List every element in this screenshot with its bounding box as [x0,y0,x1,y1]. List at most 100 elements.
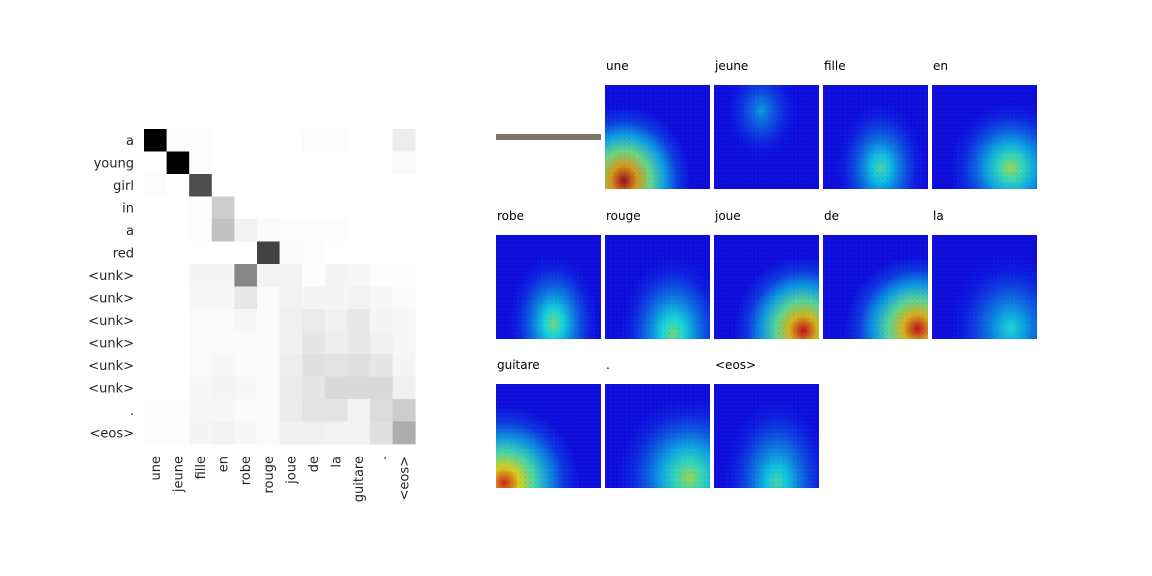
matrix-cell [302,399,326,422]
noise-texture [932,235,1037,339]
matrix-cell [392,376,416,400]
matrix-cell [144,174,167,197]
matrix-cell [302,241,326,265]
matrix-cell [234,399,258,422]
noise-texture [823,85,928,189]
matrix-cell [324,331,348,355]
attention-map [605,235,710,339]
matrix-cell [189,196,213,220]
heat-layer [496,384,601,488]
matrix-cell [166,174,190,197]
attention-map-label: <eos> [715,358,757,372]
y-tick-label: young [94,156,134,171]
matrix-cell [279,129,303,152]
matrix-cell [166,241,190,265]
y-tick-label: <eos> [89,426,134,441]
x-tick-label: robe [239,456,254,485]
matrix-cell [347,309,371,332]
heat-layer [714,235,819,339]
heat-layer [605,85,710,189]
matrix-cell [211,151,235,175]
matrix-cell [166,354,190,377]
noise-texture [605,85,710,189]
matrix-cell [324,241,348,265]
matrix-cell [166,376,190,400]
attention-matrix-chart: a young girl in a red <unk> <unk> <unk> <unk> <unk… [88,129,416,502]
matrix-cell [257,399,280,422]
matrix-cell [370,331,393,355]
matrix-cell [370,151,393,175]
matrix-cell [189,309,213,332]
y-tick-label: <unk> [88,359,134,374]
attention-map-label: joue [715,209,741,223]
matrix-cell [211,354,235,377]
matrix-cell [166,399,190,422]
matrix-cell [370,376,393,400]
matrix-cell [144,286,167,310]
attention-map-label: fille [824,59,846,73]
matrix-cell [279,399,303,422]
matrix-cell [234,241,258,265]
matrix-cell [392,309,416,332]
matrix-cell [392,196,416,220]
matrix-cell [189,241,213,265]
matrix-cell [189,129,213,152]
matrix-cell [234,376,258,400]
noise-texture [496,235,601,339]
x-tick-label: joue [284,456,299,485]
matrix-cell [257,174,280,197]
matrix-cell [144,151,167,175]
matrix-cell [324,174,348,197]
attention-map-label: rouge [606,209,641,223]
heat-layer [496,235,601,339]
y-tick-label: red [113,246,134,261]
matrix-cell [392,241,416,265]
matrix-cell [189,286,213,310]
attention-map-label: de [824,209,839,223]
matrix-cell [324,376,348,400]
matrix-cell [370,286,393,310]
x-tick-label: rouge [262,456,277,494]
x-tick-label: la [330,456,345,468]
attention-map [823,85,928,189]
matrix-cell [189,354,213,377]
matrix-cell [144,241,167,265]
matrix-cell [189,219,213,242]
matrix-cell [211,264,235,287]
attention-map-label: une [606,59,629,73]
matrix-cell [347,376,371,400]
attention-map [714,85,819,189]
matrix-cell [211,309,235,332]
matrix-cell [234,174,258,197]
matrix-cell [211,129,235,152]
matrix-cell [279,331,303,355]
y-tick-label: in [122,201,134,216]
matrix-cell [347,174,371,197]
attention-map [932,235,1037,339]
matrix-cell [302,376,326,400]
heat-layer [714,85,819,189]
matrix-cell [392,151,416,175]
matrix-cell [392,354,416,377]
attention-map-label: guitare [497,358,540,372]
y-tick-label: <unk> [88,336,134,351]
matrix-cell [257,376,280,400]
matrix-cell [189,151,213,175]
attention-map-label: jeune [715,59,749,73]
matrix-cell [279,421,303,445]
matrix-cell [347,421,371,445]
x-tick-label: jeune [171,456,186,493]
noise-texture [714,384,819,488]
matrix-cell [189,421,213,445]
matrix-cell [234,309,258,332]
matrix-cell [370,219,393,242]
matrix-cell [144,399,167,422]
matrix-cell [279,151,303,175]
noise-texture [496,384,601,488]
matrix-cell [302,354,326,377]
matrix-cell [324,354,348,377]
matrix-cell [302,331,326,355]
matrix-cell [392,399,416,422]
matrix-cell [279,286,303,310]
matrix-cell [166,264,190,287]
